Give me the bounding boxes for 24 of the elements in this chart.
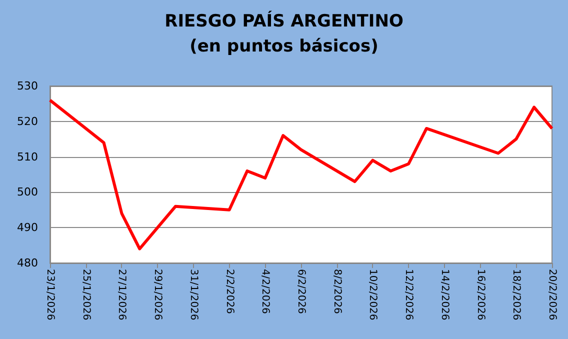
x-tick-label: 20/2/2026 xyxy=(546,269,558,320)
x-tick-label: 29/1/2026 xyxy=(152,269,164,320)
x-tick-label: 18/2/2026 xyxy=(510,269,522,320)
x-tick-label: 2/2/2026 xyxy=(224,269,235,314)
y-tick-label: 510 xyxy=(17,150,38,164)
x-tick-label: 10/2/2026 xyxy=(367,269,378,320)
x-tick-label: 8/2/2026 xyxy=(331,269,342,314)
chart-subtitle: (en puntos básicos) xyxy=(190,36,378,56)
x-tick-label: 16/2/2026 xyxy=(474,269,486,320)
x-tick-label: 23/1/2026 xyxy=(44,269,56,320)
y-tick-label: 480 xyxy=(17,256,38,270)
x-tick-label: 27/1/2026 xyxy=(116,269,128,320)
x-tick-label: 6/2/2026 xyxy=(296,269,306,314)
x-tick-label: 12/2/2026 xyxy=(403,269,414,320)
line-series xyxy=(48,98,554,250)
y-tick-label: 490 xyxy=(17,221,38,234)
y-tick-label: 520 xyxy=(17,114,38,128)
x-tick-label: 25/1/2026 xyxy=(80,269,92,320)
chart-title: RIESGO PAÍS ARGENTINO xyxy=(164,10,404,32)
x-tick-label: 31/1/2026 xyxy=(188,269,199,320)
y-tick-label: 500 xyxy=(17,186,38,199)
x-tick-label: 14/2/2026 xyxy=(438,269,450,320)
x-tick-label: 4/2/2026 xyxy=(260,269,271,314)
y-tick-label: 530 xyxy=(17,80,38,92)
